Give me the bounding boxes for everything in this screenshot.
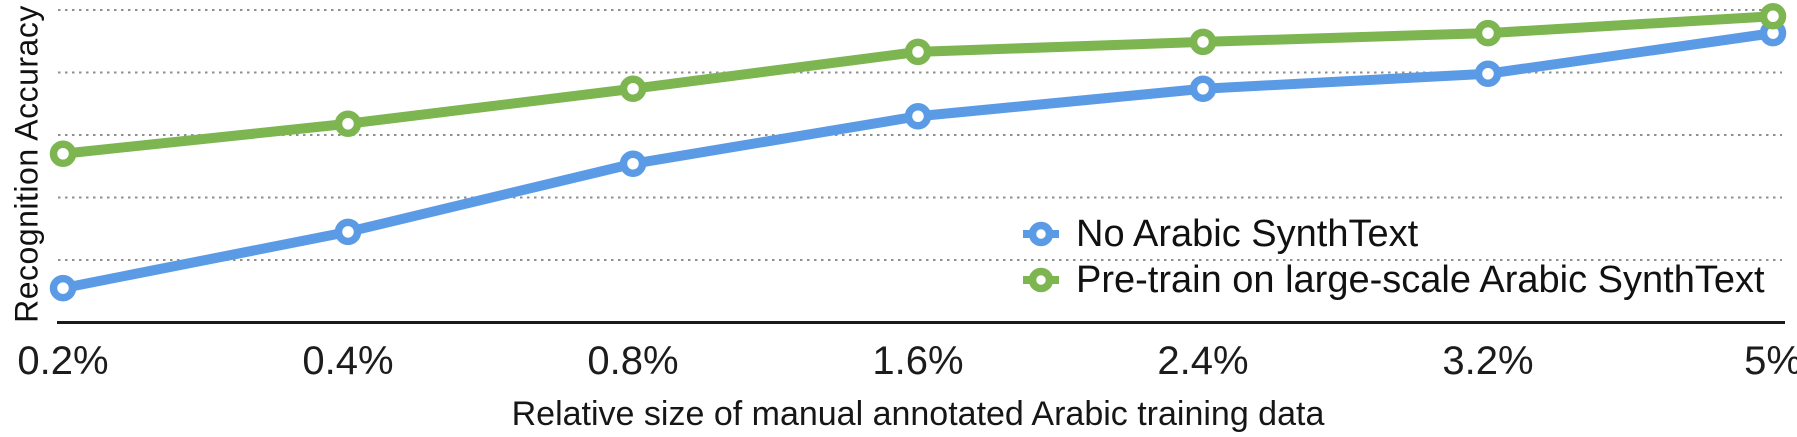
- data-point-marker: [904, 38, 932, 66]
- data-point-marker: [1759, 3, 1787, 30]
- legend-marker-icon: [1023, 267, 1059, 293]
- data-point-marker: [1189, 28, 1217, 56]
- y-axis-title: Recognition Accuracy: [8, 5, 45, 323]
- data-point-marker: [619, 75, 647, 102]
- data-point-marker: [619, 150, 647, 177]
- x-tick-label: 3.2%: [1442, 339, 1534, 383]
- data-point-marker: [334, 218, 362, 246]
- legend-item: No Arabic SynthText: [1020, 211, 1765, 257]
- series-line-1: [58, 11, 1778, 159]
- data-point-marker: [49, 274, 77, 302]
- x-tick-label: 0.4%: [302, 339, 394, 383]
- x-axis-title: Relative size of manual annotated Arabic…: [511, 395, 1325, 433]
- x-tick-label: 5%: [1744, 339, 1797, 383]
- legend-item: Pre-train on large-scale Arabic SynthTex…: [1020, 257, 1765, 303]
- data-point-marker: [334, 110, 362, 137]
- data-point-marker: [1189, 75, 1217, 102]
- data-point-marker: [1474, 60, 1502, 87]
- x-tick-label: 0.8%: [587, 339, 679, 383]
- legend-marker-icon: [1023, 221, 1059, 247]
- data-point-marker: [1474, 19, 1502, 47]
- legend: No Arabic SynthText Pre-train on large-sc…: [1020, 211, 1765, 303]
- legend-label: No Arabic SynthText: [1076, 212, 1419, 255]
- data-point-marker: [49, 140, 77, 167]
- legend-label: Pre-train on large-scale Arabic SynthTex…: [1076, 258, 1765, 301]
- data-point-marker: [904, 103, 932, 130]
- x-tick-label: 0.2%: [17, 339, 109, 383]
- x-tick-label: 1.6%: [872, 339, 964, 383]
- x-tick-label: 2.4%: [1157, 339, 1249, 383]
